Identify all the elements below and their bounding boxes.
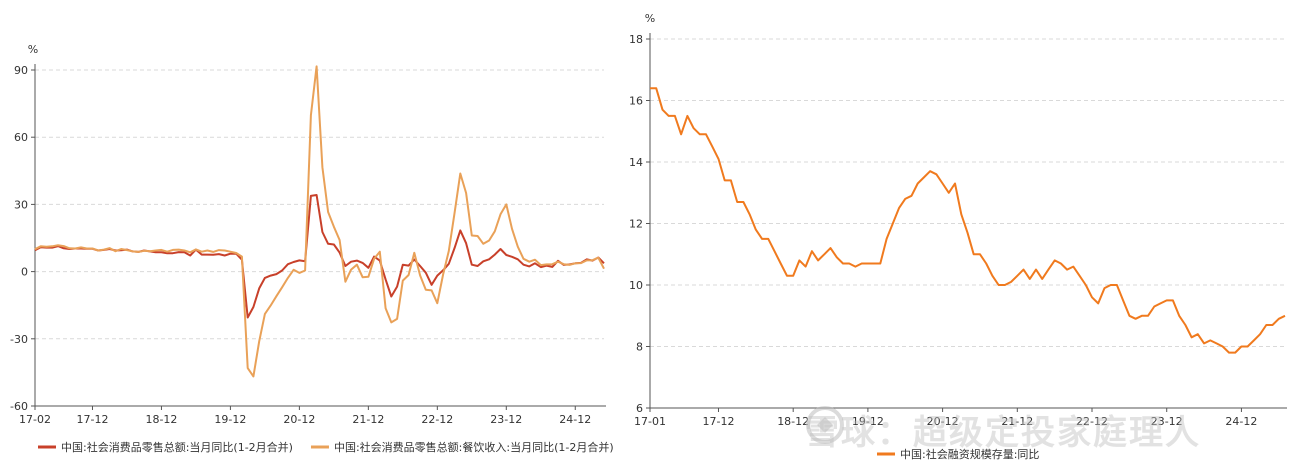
chart-1-xtick-label-0: 17-02 [19, 413, 51, 426]
chart-2-xtick-label-6: 22-12 [1076, 415, 1108, 428]
chart-1-legend-label-1: 中国:社会消费品零售总额:餐饮收入:当月同比(1-2月合并) [334, 440, 614, 454]
chart-2-xtick-label-8: 24-12 [1225, 415, 1257, 428]
chart-1-ytick-label-4: 60 [14, 131, 28, 144]
chart-2-ytick-label-3: 12 [629, 218, 643, 231]
retail-sales-chart: -60 -30 0 30 60 90% 17-02 17-12 18-12 19-12 20-12 2… [10, 43, 614, 454]
chart-2-xtick-label-3: 19-12 [852, 415, 884, 428]
chart-1-ytick-label-1: -30 [10, 333, 28, 346]
chart-2-series-line-0 [650, 87, 1286, 354]
chart-2-legend-label-0: 中国:社会融资规模存量:同比 [900, 447, 1039, 461]
chart-2-xtick-label-7: 23-12 [1151, 415, 1183, 428]
chart-1-xtick-label-8: 24-12 [559, 413, 591, 426]
chart-1-series-line-1 [34, 65, 605, 378]
social-financing-chart-panel: 6 8 10 12 14 16 18% 17-01 17-12 18-12 19-12 20-12 21… [615, 0, 1313, 473]
social-financing-chart: 6 8 10 12 14 16 18% 17-01 17-12 18-12 19-12 20-12 21… [629, 12, 1287, 461]
chart-2-xtick-label-4: 20-12 [927, 415, 959, 428]
chart-1-xtick-label-7: 23-12 [490, 413, 522, 426]
chart-1-ytick-label-0: -60 [10, 400, 28, 413]
chart-1-ytick-label-3: 30 [14, 198, 28, 211]
chart-2-xtick-label-5: 21-12 [1001, 415, 1033, 428]
chart-2-xtick-label-0: 17-01 [634, 415, 666, 428]
chart-1-ytick-label-5: 90 [14, 64, 28, 77]
chart-2-ytick-label-1: 8 [636, 341, 643, 354]
chart-2-xtick-label-2: 18-12 [777, 415, 809, 428]
chart-1-xtick-label-6: 22-12 [421, 413, 453, 426]
chart-1-legend-label-0: 中国:社会消费品零售总额:当月同比(1-2月合并) [61, 440, 293, 454]
chart-2-ytick-label-5: 16 [629, 95, 643, 108]
chart-2-ytick-label-4: 14 [629, 156, 643, 169]
chart-1-y-unit: % [28, 43, 38, 56]
chart-2-ytick-label-6: 18 [629, 33, 643, 46]
chart-2-y-unit: % [645, 12, 655, 25]
retail-sales-chart-panel: -60 -30 0 30 60 90% 17-02 17-12 18-12 19-12 20-12 2… [0, 0, 615, 473]
chart-1-xtick-label-2: 18-12 [145, 413, 177, 426]
chart-1-xtick-label-1: 17-12 [76, 413, 108, 426]
chart-1-ytick-label-2: 0 [21, 266, 28, 279]
chart-1-xtick-label-3: 19-12 [214, 413, 246, 426]
chart-1-xtick-label-4: 20-12 [283, 413, 315, 426]
chart-2-ytick-label-0: 6 [636, 402, 643, 415]
chart-2-xtick-label-1: 17-12 [702, 415, 734, 428]
chart-1-xtick-label-5: 21-12 [352, 413, 384, 426]
chart-2-ytick-label-2: 10 [629, 279, 643, 292]
chart-1-series-line-0 [34, 194, 605, 319]
